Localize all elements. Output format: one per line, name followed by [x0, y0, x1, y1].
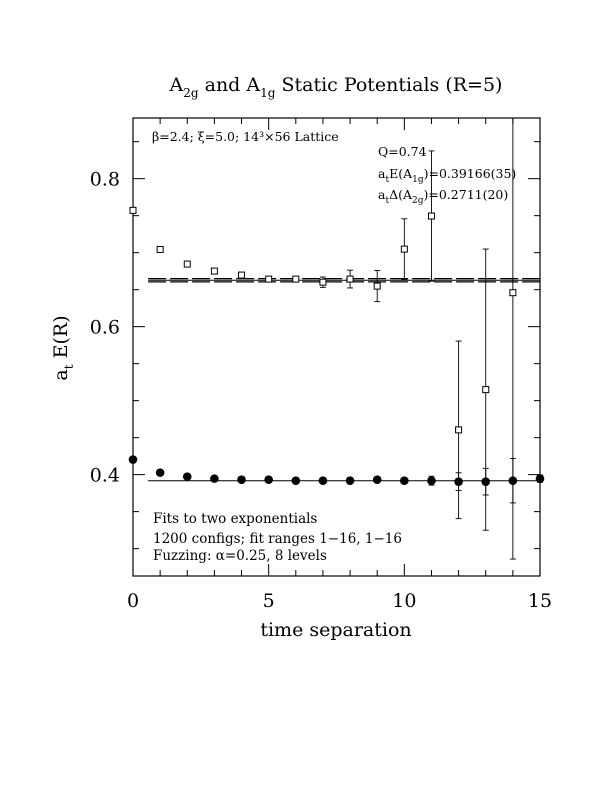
- data-point-circle: [535, 474, 545, 483]
- data-point-circle: [481, 477, 491, 486]
- fit-quality: Q=0.74: [378, 144, 427, 159]
- energy-gap: atΔ(A2g)=0.2711(20): [378, 187, 508, 206]
- data-point-square: [183, 260, 191, 268]
- data-point-circle: [237, 475, 246, 484]
- data-point-circle: [427, 476, 436, 486]
- data-point-circle: [508, 476, 518, 486]
- data-point-square: [346, 275, 354, 283]
- note-line: Fits to two exponentials: [153, 511, 317, 527]
- data-point-circle: [128, 455, 138, 464]
- data-point-square: [319, 278, 327, 286]
- lattice-note: β=2.4; ξ=5.0; 14³×56 Lattice: [152, 129, 339, 144]
- data-point-square: [482, 386, 490, 394]
- data-point-circle: [155, 468, 165, 477]
- fit-lines: [148, 277, 540, 482]
- x-tick-label: 15: [528, 590, 552, 612]
- data-series: [128, 118, 545, 560]
- chart-title: A2g and A1g Static Potentials (R=5): [169, 74, 503, 100]
- data-point-square: [400, 245, 408, 253]
- plot-frame: [132, 117, 541, 577]
- data-point-square: [427, 212, 435, 220]
- note-line: 1200 configs; fit ranges 1−16, 1−16: [153, 531, 402, 547]
- data-point-circle: [210, 474, 219, 483]
- data-point-circle: [345, 476, 355, 486]
- note-line: Fuzzing: α=0.25, 8 levels: [153, 548, 327, 564]
- data-point-circle: [454, 477, 463, 486]
- x-tick-label: 5: [263, 590, 275, 612]
- data-point-circle: [182, 472, 192, 481]
- data-point-square: [292, 275, 300, 283]
- y-tick-label: 0.4: [90, 465, 120, 487]
- series-A1g: [128, 455, 545, 504]
- data-point-square: [238, 271, 246, 279]
- data-point-square: [373, 282, 381, 290]
- data-point-square: [210, 267, 218, 275]
- data-point-square: [509, 289, 517, 297]
- ground-energy: atE(A1g)=0.39166(35): [378, 166, 516, 185]
- data-point-square: [156, 245, 164, 253]
- x-axis-label: time separation: [260, 619, 411, 641]
- x-tick-label: 0: [127, 590, 139, 612]
- fit-notes: Fits to two exponentials 1200 configs; f…: [153, 511, 402, 564]
- data-point-circle: [264, 475, 273, 484]
- fit-stats: Q=0.74 atE(A1g)=0.39166(35) atΔ(A2g)=0.2…: [378, 144, 516, 206]
- y-tick-label: 0.8: [90, 169, 120, 191]
- data-point-circle: [372, 475, 382, 484]
- x-tick-label: 10: [392, 590, 416, 612]
- data-point-square: [129, 206, 137, 214]
- data-point-square: [455, 426, 463, 434]
- y-tick-label: 0.6: [90, 317, 120, 339]
- x-axis-ticks: 0 5 10 15: [127, 118, 552, 612]
- data-point-circle: [291, 476, 301, 486]
- y-axis-label: at E(R): [50, 315, 76, 380]
- data-point-square: [265, 275, 273, 283]
- y-axis-ticks: 0.4 0.6 0.8: [90, 141, 540, 550]
- series-A2g: [129, 118, 517, 560]
- data-point-circle: [318, 476, 328, 486]
- data-point-circle: [400, 476, 409, 486]
